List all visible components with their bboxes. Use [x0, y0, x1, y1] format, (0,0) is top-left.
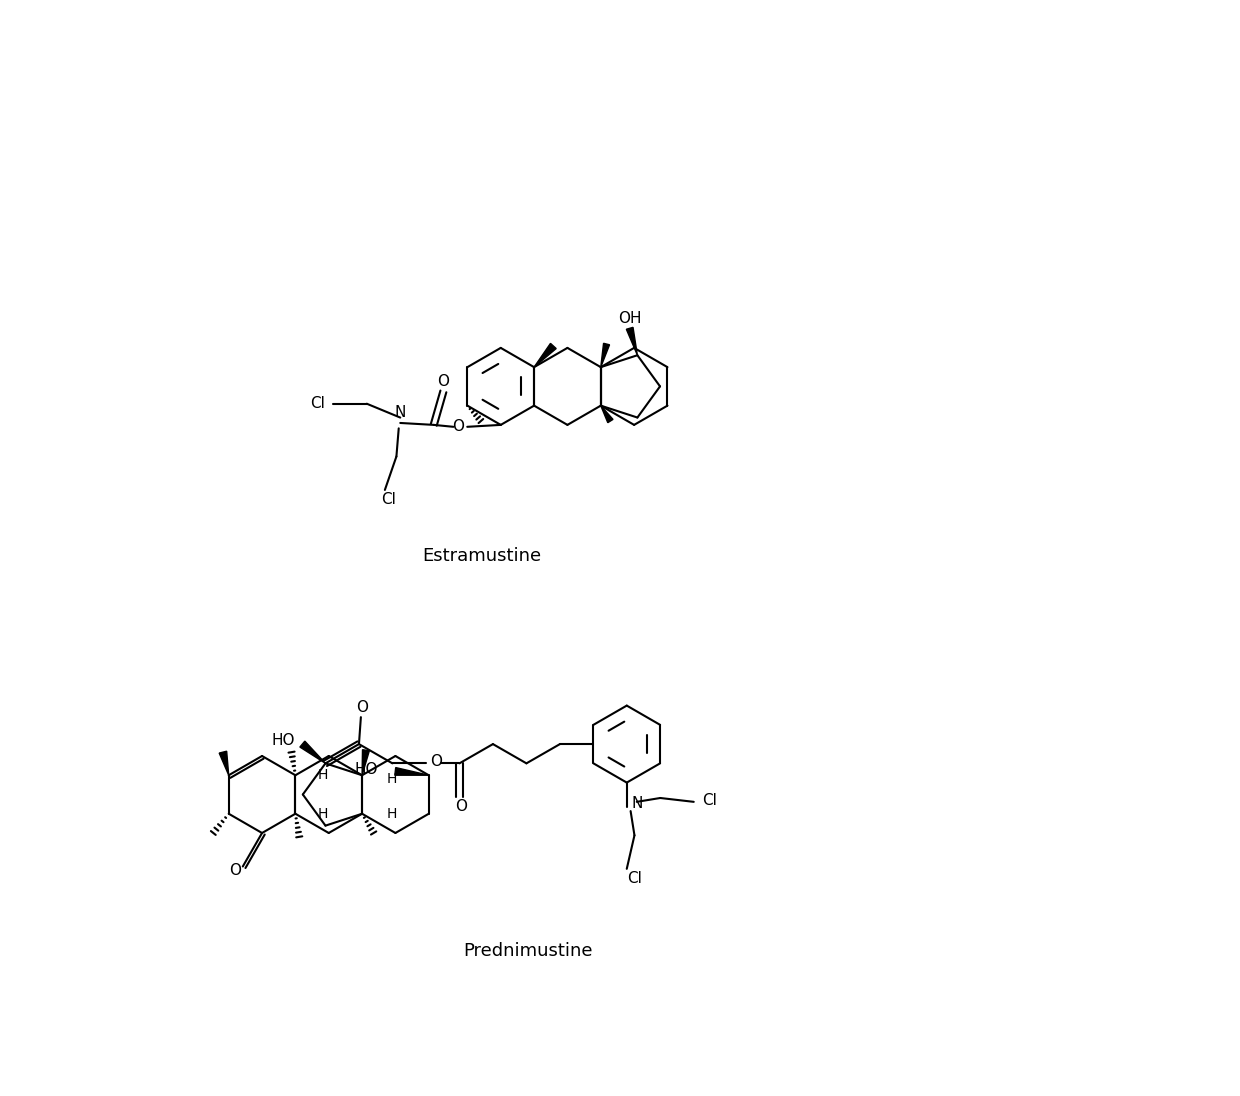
- Polygon shape: [394, 767, 429, 775]
- Polygon shape: [600, 406, 613, 423]
- Text: H: H: [317, 768, 327, 783]
- Text: O: O: [438, 374, 449, 389]
- Text: Cl: Cl: [702, 792, 717, 808]
- Text: H: H: [317, 807, 327, 821]
- Text: HO: HO: [355, 762, 378, 777]
- Polygon shape: [534, 343, 557, 367]
- Text: H: H: [387, 807, 397, 821]
- Text: Estramustine: Estramustine: [422, 547, 541, 564]
- Polygon shape: [600, 343, 610, 367]
- Polygon shape: [219, 751, 228, 775]
- Text: OH: OH: [618, 311, 641, 326]
- Text: O: O: [229, 863, 241, 878]
- Polygon shape: [300, 741, 325, 763]
- Text: N: N: [394, 406, 405, 421]
- Text: O: O: [356, 700, 368, 716]
- Text: Cl: Cl: [627, 871, 642, 887]
- Polygon shape: [626, 328, 637, 355]
- Text: O: O: [430, 754, 441, 769]
- Text: Cl: Cl: [381, 492, 396, 507]
- Text: Prednimustine: Prednimustine: [463, 941, 593, 960]
- Text: O: O: [453, 420, 464, 434]
- Text: Cl: Cl: [310, 397, 325, 411]
- Text: N: N: [631, 796, 642, 811]
- Text: HO: HO: [272, 733, 295, 747]
- Text: H: H: [387, 772, 397, 786]
- Text: O: O: [455, 799, 467, 814]
- Polygon shape: [362, 750, 370, 775]
